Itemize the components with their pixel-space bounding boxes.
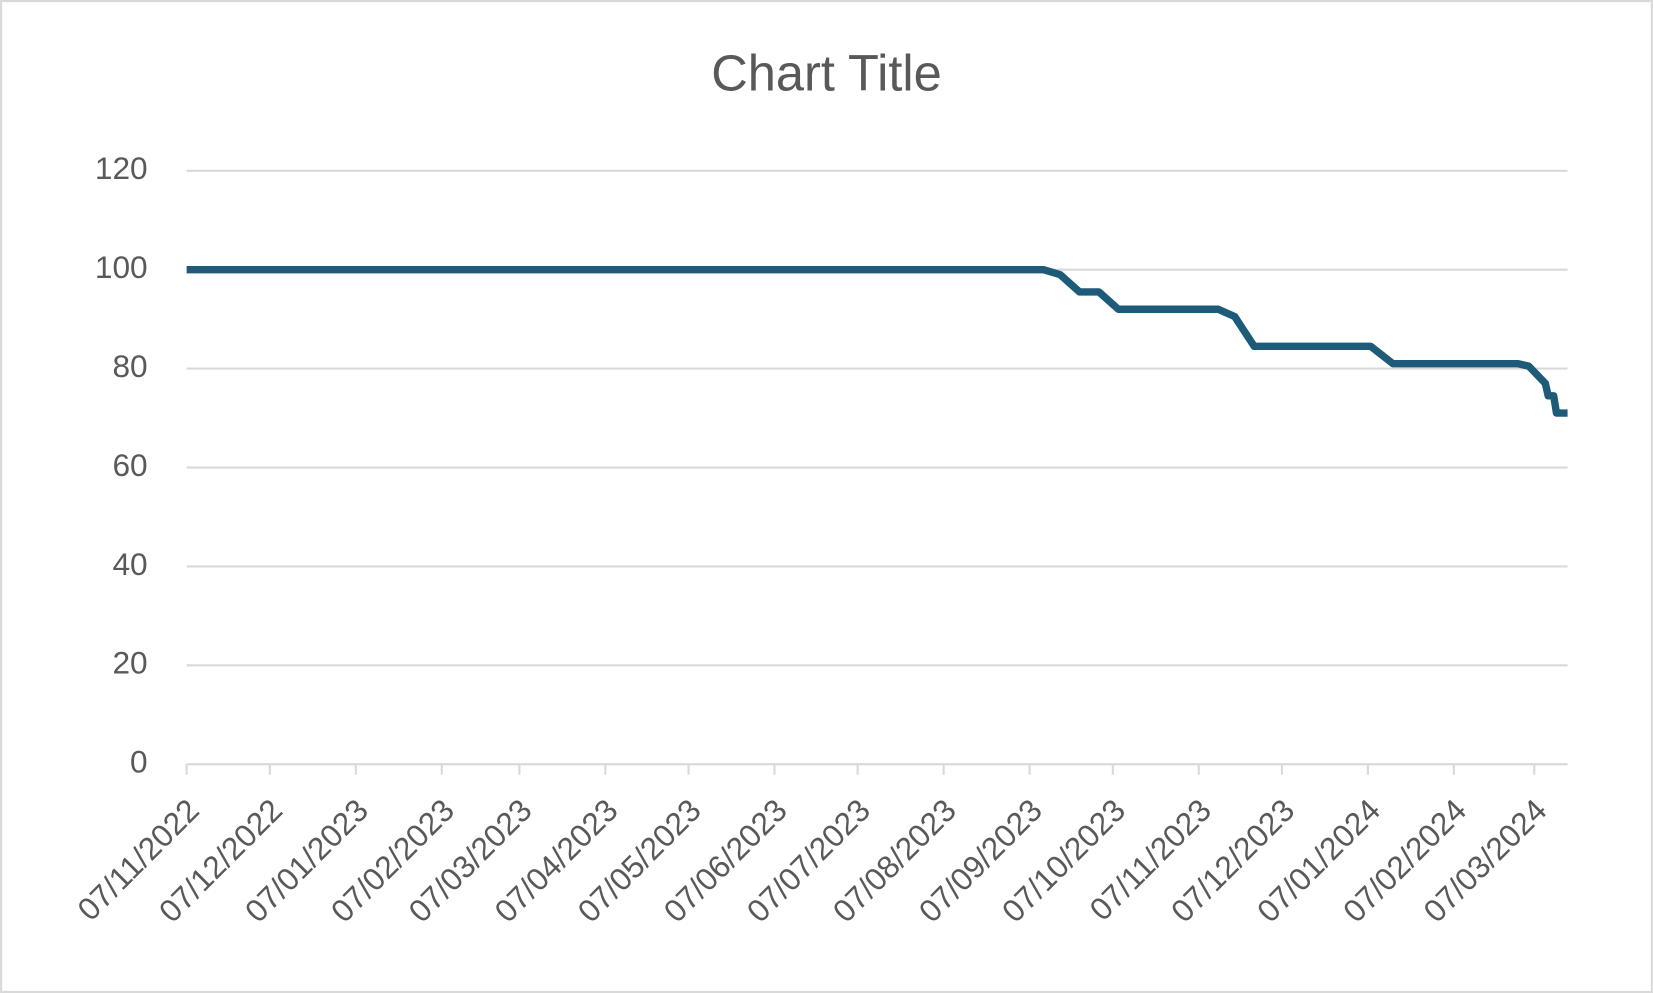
data-line [186, 265, 1568, 417]
y-tick-label: 120 [95, 150, 148, 186]
chart-title: Chart Title [711, 44, 942, 101]
y-tick-label: 40 [112, 546, 147, 582]
y-tick-label: 60 [112, 447, 147, 483]
y-tick-label: 0 [130, 744, 148, 780]
y-tick-label: 80 [112, 348, 147, 384]
y-tick-label: 100 [95, 249, 148, 285]
y-tick-label: 20 [112, 645, 147, 681]
